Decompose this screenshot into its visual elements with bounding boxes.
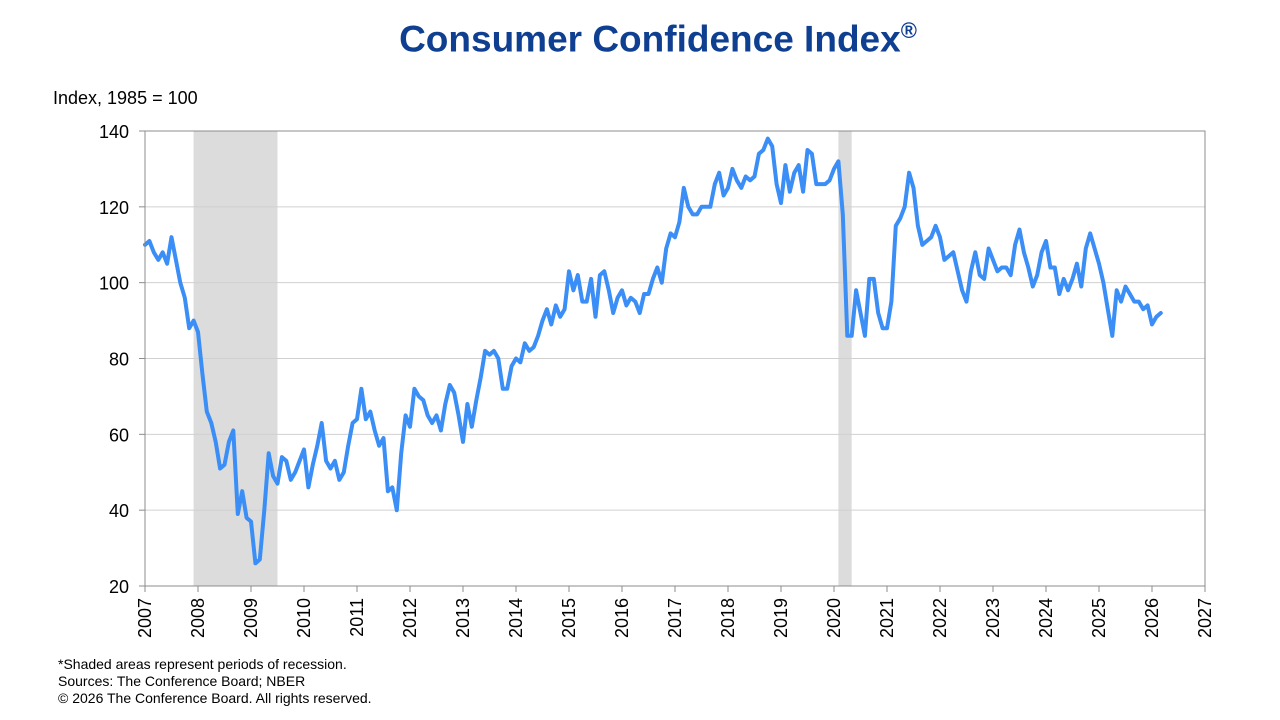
y-tick-label-120: 120 [99,198,129,218]
x-tick-label-2013: 2013 [453,598,473,638]
x-tick-label-2017: 2017 [665,598,685,638]
y-tick-label-40: 40 [109,501,129,521]
x-tick-label-2027: 2027 [1195,598,1215,638]
x-tick-label-2007: 2007 [135,598,155,638]
y-tick-label-140: 140 [99,122,129,142]
y-tick-labels: 20 40 60 80 100 120 140 [99,122,145,597]
series-layer [143,136,1163,566]
chart-notes: *Shaded areas represent periods of reces… [58,656,372,707]
y-tick-label-20: 20 [109,577,129,597]
x-tick-label-2016: 2016 [612,598,632,638]
sources-note: Sources: The Conference Board; NBER [58,673,306,689]
registered-mark: ® [900,18,917,43]
x-tick-label-2020: 2020 [824,598,844,638]
x-tick-label-2008: 2008 [188,598,208,638]
gridlines [145,206,1205,511]
x-tick-label-2022: 2022 [930,598,950,638]
x-tick-label-2015: 2015 [559,598,579,638]
copyright-note: © 2026 The Conference Board. All rights … [58,690,372,706]
y-tick-label-100: 100 [99,274,129,294]
x-tick-label-2011: 2011 [347,598,367,637]
x-tick-label-2018: 2018 [718,598,738,638]
y-axis-label: Index, 1985 = 100 [53,88,198,108]
x-tick-label-2024: 2024 [1036,598,1056,638]
x-tick-label-2009: 2009 [241,598,261,638]
x-tick-label-2010: 2010 [294,598,314,638]
x-tick-labels: 2007 2008 2009 2010 2011 2012 2013 2014 2015 2016… [135,586,1215,638]
y-tick-label-60: 60 [109,425,129,445]
chart-title: Consumer Confidence Index® [0,18,1280,60]
x-tick-label-2026: 2026 [1142,598,1162,638]
x-tick-label-2021: 2021 [877,598,897,638]
x-tick-label-2025: 2025 [1089,598,1109,638]
x-tick-label-2023: 2023 [983,598,1003,638]
recession-note: *Shaded areas represent periods of reces… [58,656,347,672]
chart-title-text: Consumer Confidence Index [399,18,901,60]
series-line-0 [143,136,1163,566]
x-tick-label-2019: 2019 [771,598,791,638]
x-tick-label-2012: 2012 [400,598,420,638]
x-tick-label-2014: 2014 [506,598,526,638]
y-tick-label-80: 80 [109,350,129,370]
